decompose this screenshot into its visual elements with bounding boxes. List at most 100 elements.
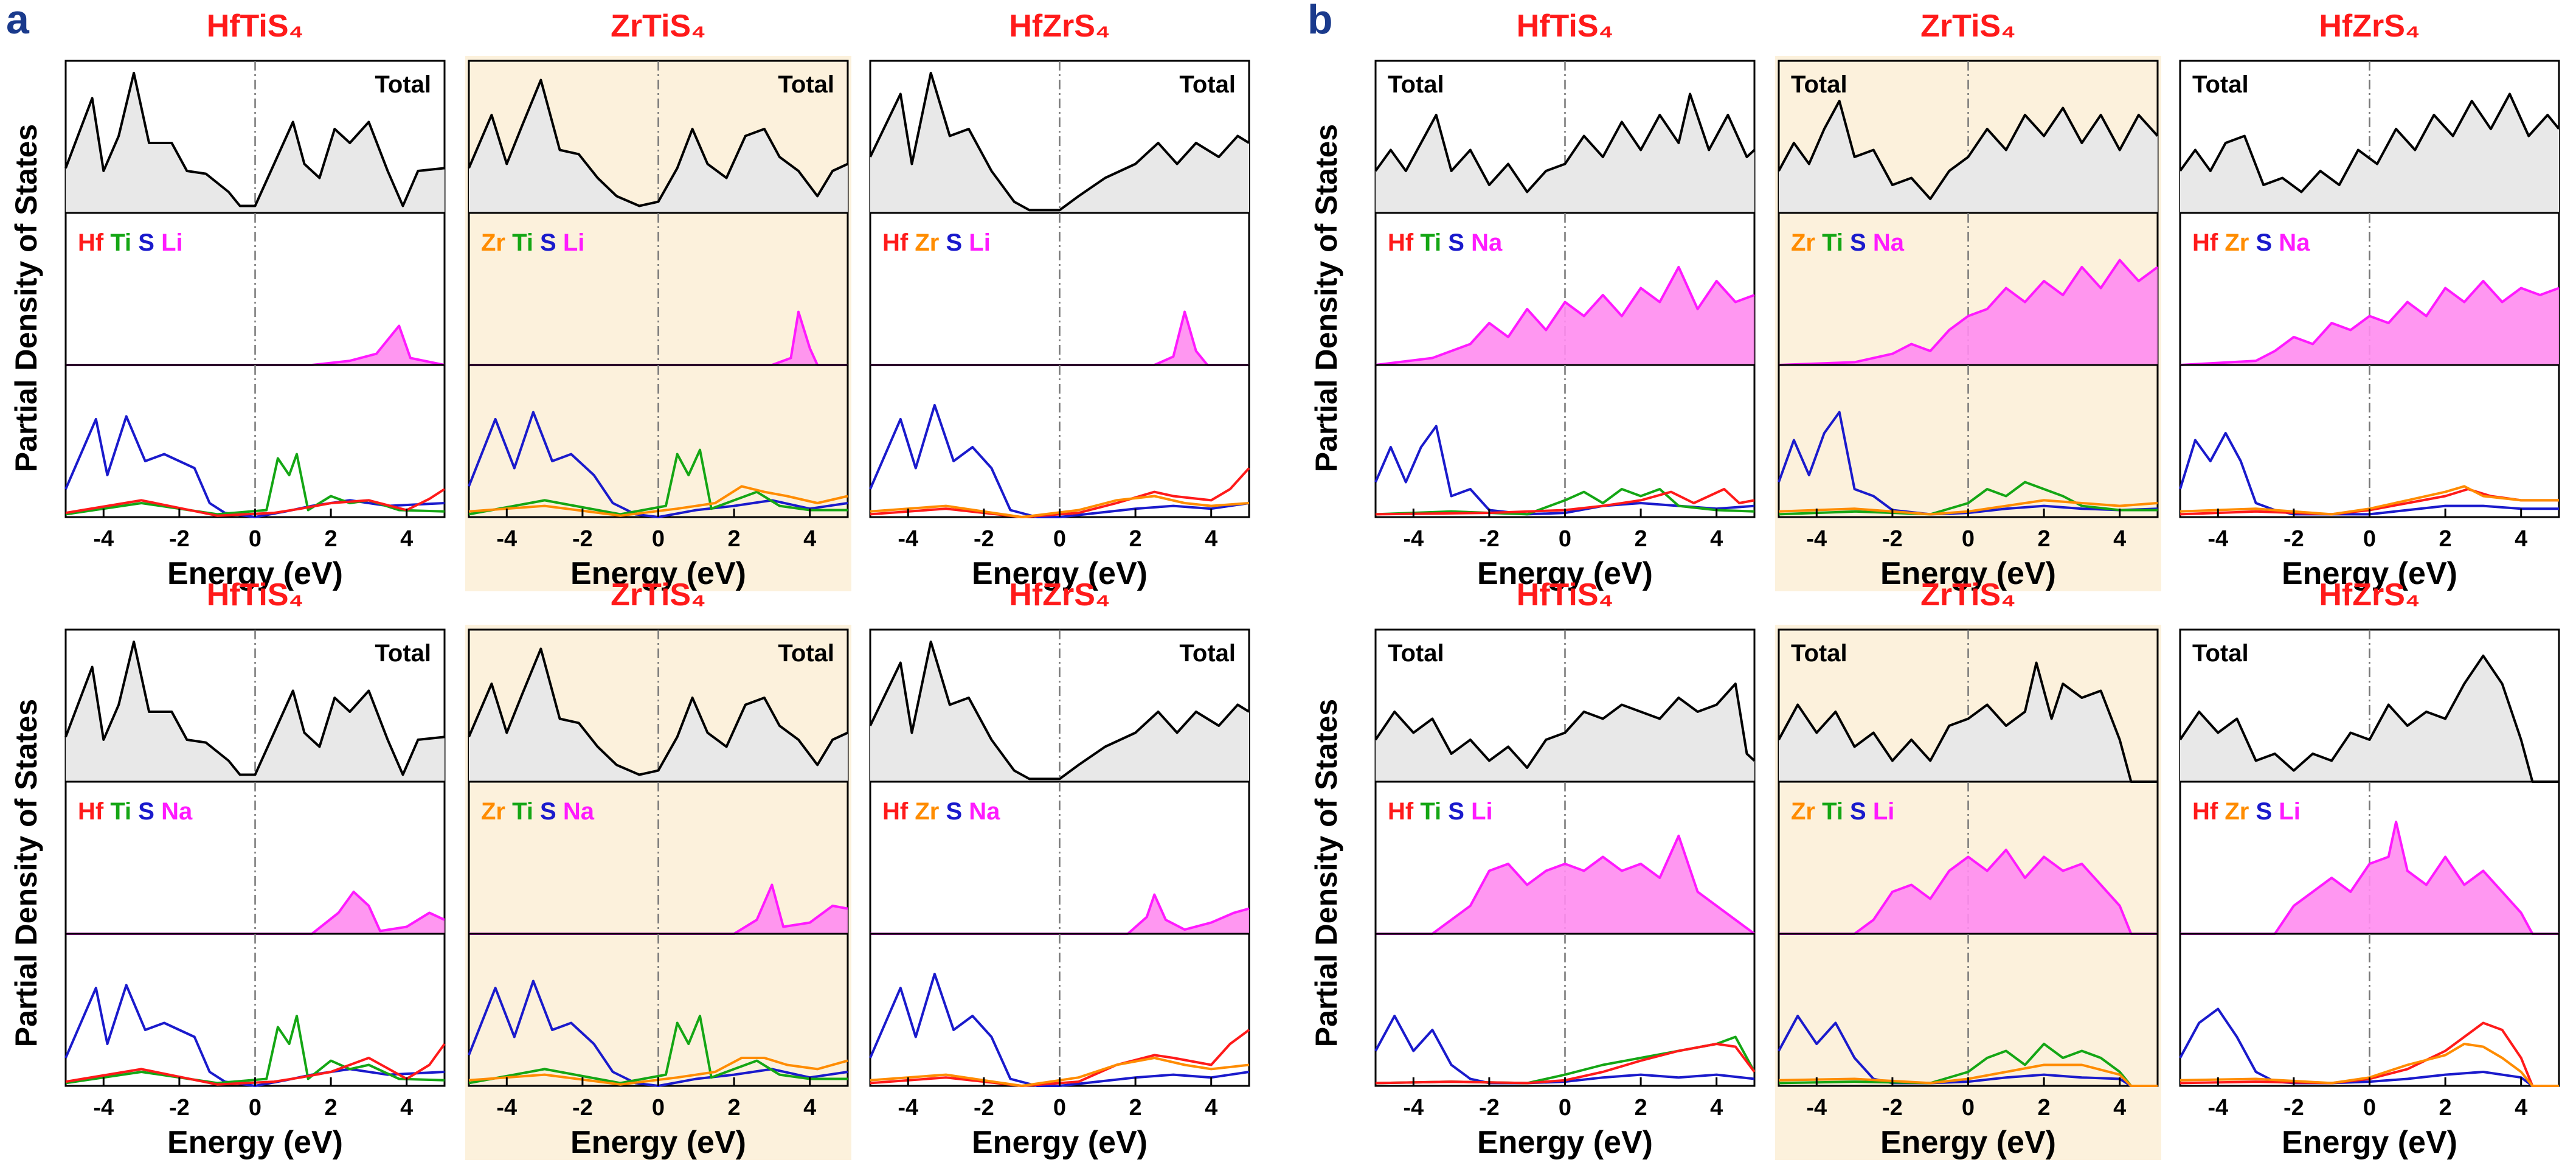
total-label: Total xyxy=(1179,71,1236,98)
legend-entry-ti: Ti xyxy=(1413,798,1441,825)
element-legend: Zr Ti S Li xyxy=(481,229,584,256)
adsorbate-pdos-line-na xyxy=(469,883,848,935)
pdos-column-a-bottom-1: HfTiS₄ Total Hf Ti S Na -4 -2 0 2 4 Energy (eV) xyxy=(64,577,446,1160)
legend-entry-hf: Hf xyxy=(78,229,104,256)
legend-entry-na: Na xyxy=(154,798,193,825)
total-dos-fill xyxy=(66,642,445,782)
element-legend: Hf Zr S Li xyxy=(882,229,991,256)
x-tick-label: 2 xyxy=(728,526,741,552)
pdos-line-s xyxy=(869,404,1250,518)
x-tick-label: 4 xyxy=(1205,526,1217,552)
total-dos-fill xyxy=(1779,662,2158,782)
legend-entry-na: Na xyxy=(1464,229,1503,256)
legend-entry-ti: Ti xyxy=(1815,229,1843,256)
x-tick-label: 2 xyxy=(2038,526,2051,552)
material-title: HfTiS₄ xyxy=(1517,9,1614,44)
total-label: Total xyxy=(375,71,431,98)
pdos-line-ti xyxy=(468,448,848,516)
x-axis-label: Energy (eV) xyxy=(570,1125,746,1160)
x-tick-label: 2 xyxy=(325,526,338,552)
total-label: Total xyxy=(1179,640,1236,667)
x-tick-label: 2 xyxy=(1129,1095,1142,1121)
legend-entry-hf: Hf xyxy=(2192,798,2218,825)
legend-entry-ti: Ti xyxy=(1413,229,1441,256)
pdos-line-s xyxy=(468,979,848,1087)
pdos-line-ti xyxy=(1375,488,1755,516)
adsorbate-pdos-fill xyxy=(1376,267,1754,365)
adsorbate-pdos-fill xyxy=(1779,260,2158,365)
material-title: ZrTiS₄ xyxy=(611,577,706,613)
material-title: HfZrS₄ xyxy=(2319,577,2420,613)
y-axis-label-b-bottom: Partial Density of States xyxy=(1309,699,1343,1047)
x-tick-label: 4 xyxy=(2113,1095,2126,1121)
adsorbate-pdos-line-li xyxy=(2180,821,2559,935)
legend-entry-zr: Zr xyxy=(2218,229,2249,256)
legend-entry-s: S xyxy=(533,798,556,825)
adsorbate-pdos-fill xyxy=(66,892,445,934)
legend-entry-zr: Zr xyxy=(1791,798,1815,825)
adsorbate-pdos-line-na xyxy=(870,893,1250,935)
pdos-column-b-top-3: HfZrS₄ Total Hf Zr S Na -4 -2 0 2 4 Energy (eV) xyxy=(2179,9,2560,591)
total-label: Total xyxy=(1388,71,1444,98)
pdos-column-a-top-2: ZrTiS₄ Total Zr Ti S Li -4 -2 0 2 4 Energy (eV) xyxy=(468,9,849,591)
pdos-line-hf xyxy=(65,1043,446,1086)
adsorbate-pdos-line-li xyxy=(1779,849,2158,935)
adsorbate-pdos-fill xyxy=(2180,822,2559,934)
pdos-line-ti xyxy=(468,1015,848,1085)
legend-entry-zr: Zr xyxy=(1791,229,1815,256)
pdos-line-s xyxy=(64,984,445,1087)
x-axis-label: Energy (eV) xyxy=(1477,556,1653,591)
total-dos-fill xyxy=(2180,94,2559,213)
element-legend: Hf Ti S Na xyxy=(78,798,193,825)
adsorbate-pdos-fill xyxy=(469,311,848,365)
total-label: Total xyxy=(778,71,834,98)
material-title: HfZrS₄ xyxy=(1009,577,1110,613)
x-axis-label: Energy (eV) xyxy=(2282,1125,2457,1160)
total-dos-fill xyxy=(870,642,1249,782)
material-title: HfTiS₄ xyxy=(207,577,304,613)
legend-entry-na: Na xyxy=(962,798,1000,825)
legend-entry-ti: Ti xyxy=(103,229,131,256)
x-tick-label: 4 xyxy=(803,1095,816,1121)
x-tick-label: 0 xyxy=(1559,1095,1571,1121)
material-title: HfTiS₄ xyxy=(1517,577,1614,613)
x-tick-label: -2 xyxy=(169,1095,190,1121)
total-dos-line xyxy=(2179,655,2559,783)
pdos-line-zr xyxy=(870,495,1250,518)
pdos-column-a-top-1: HfTiS₄ Total Hf Ti S Li -4 -2 0 2 4 Energy (eV) xyxy=(64,9,446,591)
legend-entry-hf: Hf xyxy=(2192,229,2218,256)
x-tick-label: 4 xyxy=(803,526,816,552)
total-label: Total xyxy=(2192,71,2249,98)
legend-entry-li: Li xyxy=(962,229,991,256)
x-tick-label: 2 xyxy=(2038,1095,2051,1121)
legend-entry-na: Na xyxy=(1866,229,1905,256)
pdos-line-hf xyxy=(65,488,446,517)
element-legend: Hf Zr S Li xyxy=(2192,798,2301,825)
x-tick-label: 4 xyxy=(1205,1095,1217,1121)
x-tick-label: 0 xyxy=(2363,1095,2376,1121)
pdos-column-a-top-3: HfZrS₄ Total Hf Zr S Li -4 -2 0 2 4 Energy (eV) xyxy=(869,9,1250,591)
total-label: Total xyxy=(1791,640,1847,667)
x-tick-label: 4 xyxy=(2113,526,2126,552)
legend-entry-li: Li xyxy=(2272,798,2301,825)
x-axis-label: Energy (eV) xyxy=(167,556,343,591)
legend-entry-ti: Ti xyxy=(103,798,131,825)
pdos-column-a-bottom-3: HfZrS₄ Total Hf Zr S Na -4 -2 0 2 4 Energy (eV) xyxy=(869,577,1250,1160)
adsorbate-pdos-line-na xyxy=(1778,259,2159,366)
legend-entry-zr: Zr xyxy=(2218,798,2249,825)
x-tick-label: 4 xyxy=(2515,1095,2527,1121)
x-tick-label: 4 xyxy=(1710,526,1723,552)
x-tick-label: -2 xyxy=(1882,526,1903,552)
x-tick-label: 2 xyxy=(1129,526,1142,552)
total-dos-line xyxy=(468,78,848,207)
x-tick-label: 0 xyxy=(1559,526,1571,552)
x-tick-label: -4 xyxy=(1403,526,1424,552)
total-dos-line xyxy=(2179,92,2560,193)
x-axis-label: Energy (eV) xyxy=(570,556,746,591)
legend-entry-s: S xyxy=(1843,798,1866,825)
x-tick-label: 4 xyxy=(400,526,413,552)
element-legend: Hf Zr S Na xyxy=(882,798,1000,825)
legend-entry-s: S xyxy=(131,229,154,256)
total-dos-line xyxy=(468,647,848,776)
